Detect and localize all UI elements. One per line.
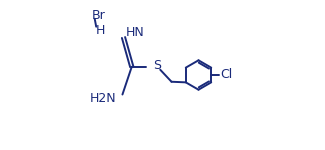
Text: H2N: H2N bbox=[89, 92, 116, 105]
Text: Br: Br bbox=[92, 9, 106, 22]
Text: HN: HN bbox=[126, 26, 145, 39]
Text: Cl: Cl bbox=[220, 69, 232, 81]
Text: H: H bbox=[96, 24, 105, 36]
Text: S: S bbox=[153, 59, 161, 72]
